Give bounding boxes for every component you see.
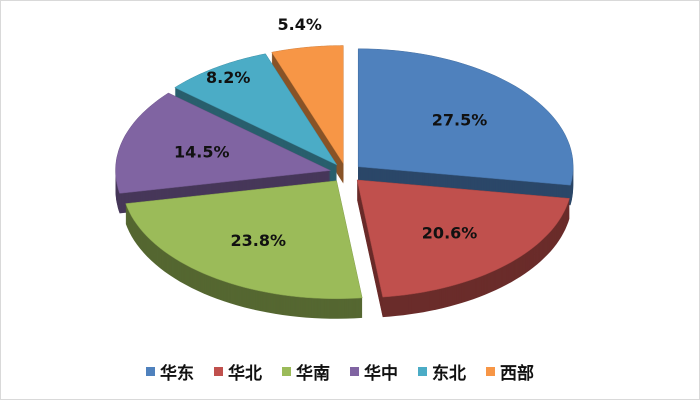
legend-item: 华北: [214, 359, 262, 384]
legend-swatch: [350, 367, 359, 376]
pie-slice-东北: [174, 53, 338, 186]
legend-item: 东北: [418, 359, 466, 384]
legend-swatch: [486, 367, 495, 376]
legend-label: 西部: [500, 364, 534, 384]
pie-slice-华中: [115, 92, 332, 214]
pie-slice-华北: [356, 179, 570, 318]
pie-slice-top: [125, 180, 363, 300]
legend-swatch: [214, 367, 223, 376]
legend-label: 华东: [160, 364, 194, 384]
legend-swatch: [418, 367, 427, 376]
legend-label: 东北: [432, 364, 466, 384]
legend-label: 华中: [364, 364, 398, 384]
data-label: 14.5%: [174, 143, 230, 162]
data-label: 20.6%: [422, 224, 478, 243]
legend-swatch: [146, 367, 155, 376]
pie-slice-top: [174, 53, 338, 166]
pie-slice-top: [115, 92, 332, 194]
legend: 华东 华北 华南 华中 东北 西部: [146, 359, 554, 384]
pie-slice-top: [271, 45, 344, 165]
data-label: 5.4%: [278, 15, 322, 34]
pie-slice-华东: [357, 48, 574, 206]
legend-item: 华南: [282, 359, 330, 384]
legend-item: 华东: [146, 359, 194, 384]
legend-item: 西部: [486, 359, 534, 384]
pie-slice-top: [357, 48, 574, 186]
pie-slice-华南: [125, 180, 363, 319]
pie-slice-top: [356, 179, 570, 298]
data-label: 27.5%: [432, 110, 488, 129]
legend-label: 华北: [228, 364, 262, 384]
data-label: 23.8%: [230, 231, 286, 250]
legend-label: 华南: [296, 364, 330, 384]
data-label: 8.2%: [206, 68, 250, 87]
legend-item: 华中: [350, 359, 398, 384]
legend-swatch: [282, 367, 291, 376]
